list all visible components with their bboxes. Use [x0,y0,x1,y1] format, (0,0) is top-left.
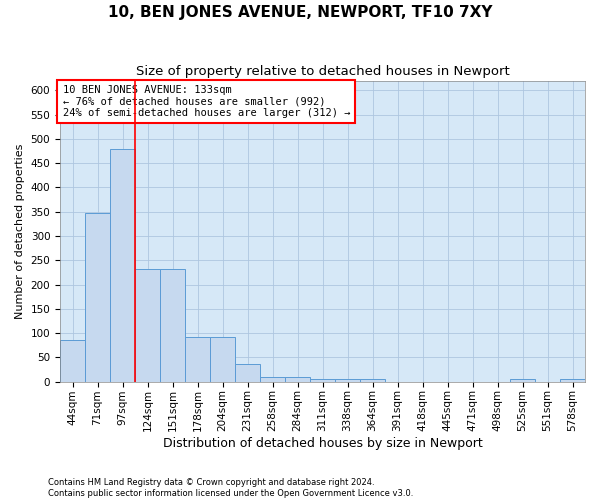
Bar [135,269,160,382]
Bar [160,269,185,382]
Text: Contains HM Land Registry data © Crown copyright and database right 2024.
Contai: Contains HM Land Registry data © Crown c… [48,478,413,498]
Bar [110,148,135,382]
Y-axis label: Number of detached properties: Number of detached properties [15,144,25,319]
Bar [510,380,535,382]
Bar [285,377,310,382]
Title: Size of property relative to detached houses in Newport: Size of property relative to detached ho… [136,65,509,78]
Bar [360,380,385,382]
Bar [560,380,585,382]
Bar [60,340,85,382]
Bar [210,336,235,382]
Bar [335,380,360,382]
Bar [260,377,285,382]
Bar [235,364,260,382]
Bar [185,336,210,382]
Bar [85,212,110,382]
X-axis label: Distribution of detached houses by size in Newport: Distribution of detached houses by size … [163,437,482,450]
Bar [310,380,335,382]
Text: 10 BEN JONES AVENUE: 133sqm
← 76% of detached houses are smaller (992)
24% of se: 10 BEN JONES AVENUE: 133sqm ← 76% of det… [62,85,350,118]
Text: 10, BEN JONES AVENUE, NEWPORT, TF10 7XY: 10, BEN JONES AVENUE, NEWPORT, TF10 7XY [108,5,492,20]
